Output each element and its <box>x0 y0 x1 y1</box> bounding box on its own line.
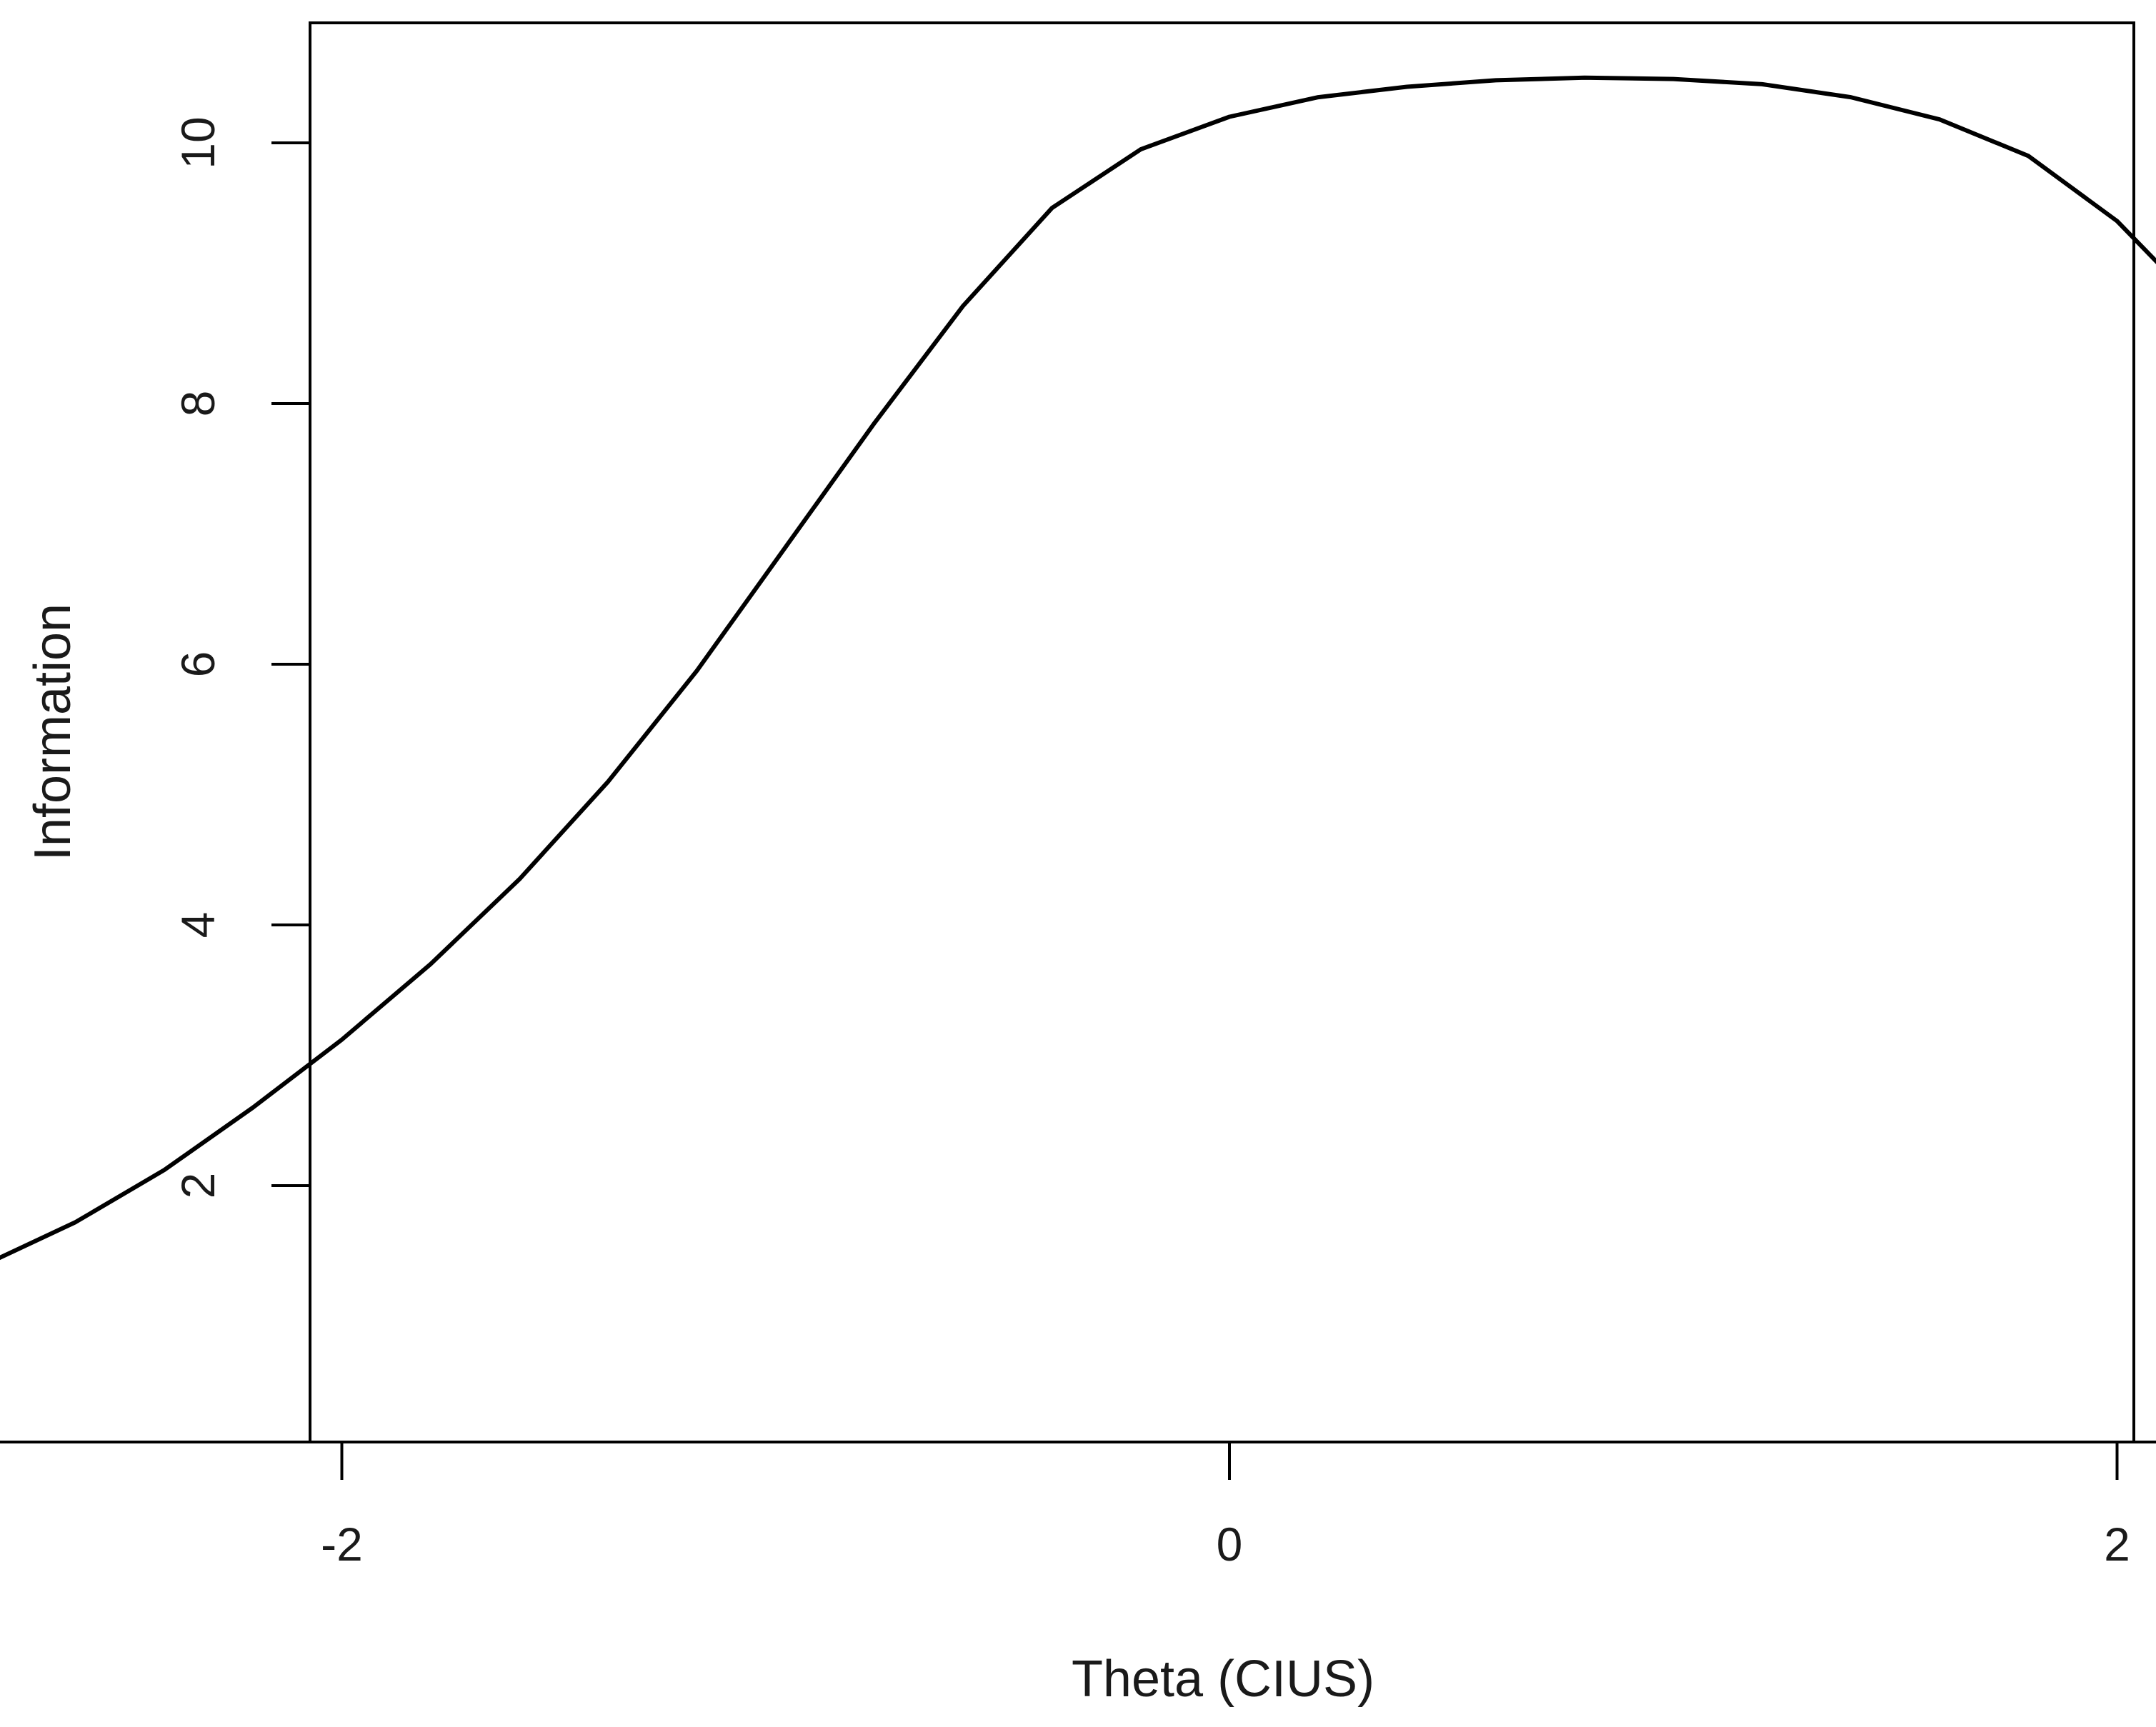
y-tick-label: 10 <box>171 116 224 169</box>
information-curve <box>0 75 2156 1261</box>
x-tick-label: 0 <box>1217 1518 1243 1571</box>
y-tick-label: 6 <box>171 651 224 678</box>
x-tick-label: 2 <box>2104 1518 2130 1571</box>
y-tick-label: 8 <box>171 391 224 417</box>
x-axis: -4-2024 <box>0 1441 2156 1571</box>
y-tick-label: 2 <box>171 1173 224 1199</box>
x-tick-label: -2 <box>321 1518 363 1571</box>
x-axis-title: Theta (CIUS) <box>1072 1651 1374 1708</box>
y-axis-title: Information <box>24 604 81 861</box>
y-tick-label: 4 <box>171 912 224 938</box>
y-axis: 2 4 6 8 10 <box>171 116 311 1199</box>
plot-frame <box>309 21 2135 1443</box>
